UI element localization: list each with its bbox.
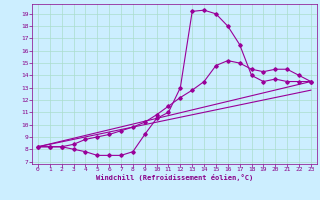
X-axis label: Windchill (Refroidissement éolien,°C): Windchill (Refroidissement éolien,°C) bbox=[96, 174, 253, 181]
